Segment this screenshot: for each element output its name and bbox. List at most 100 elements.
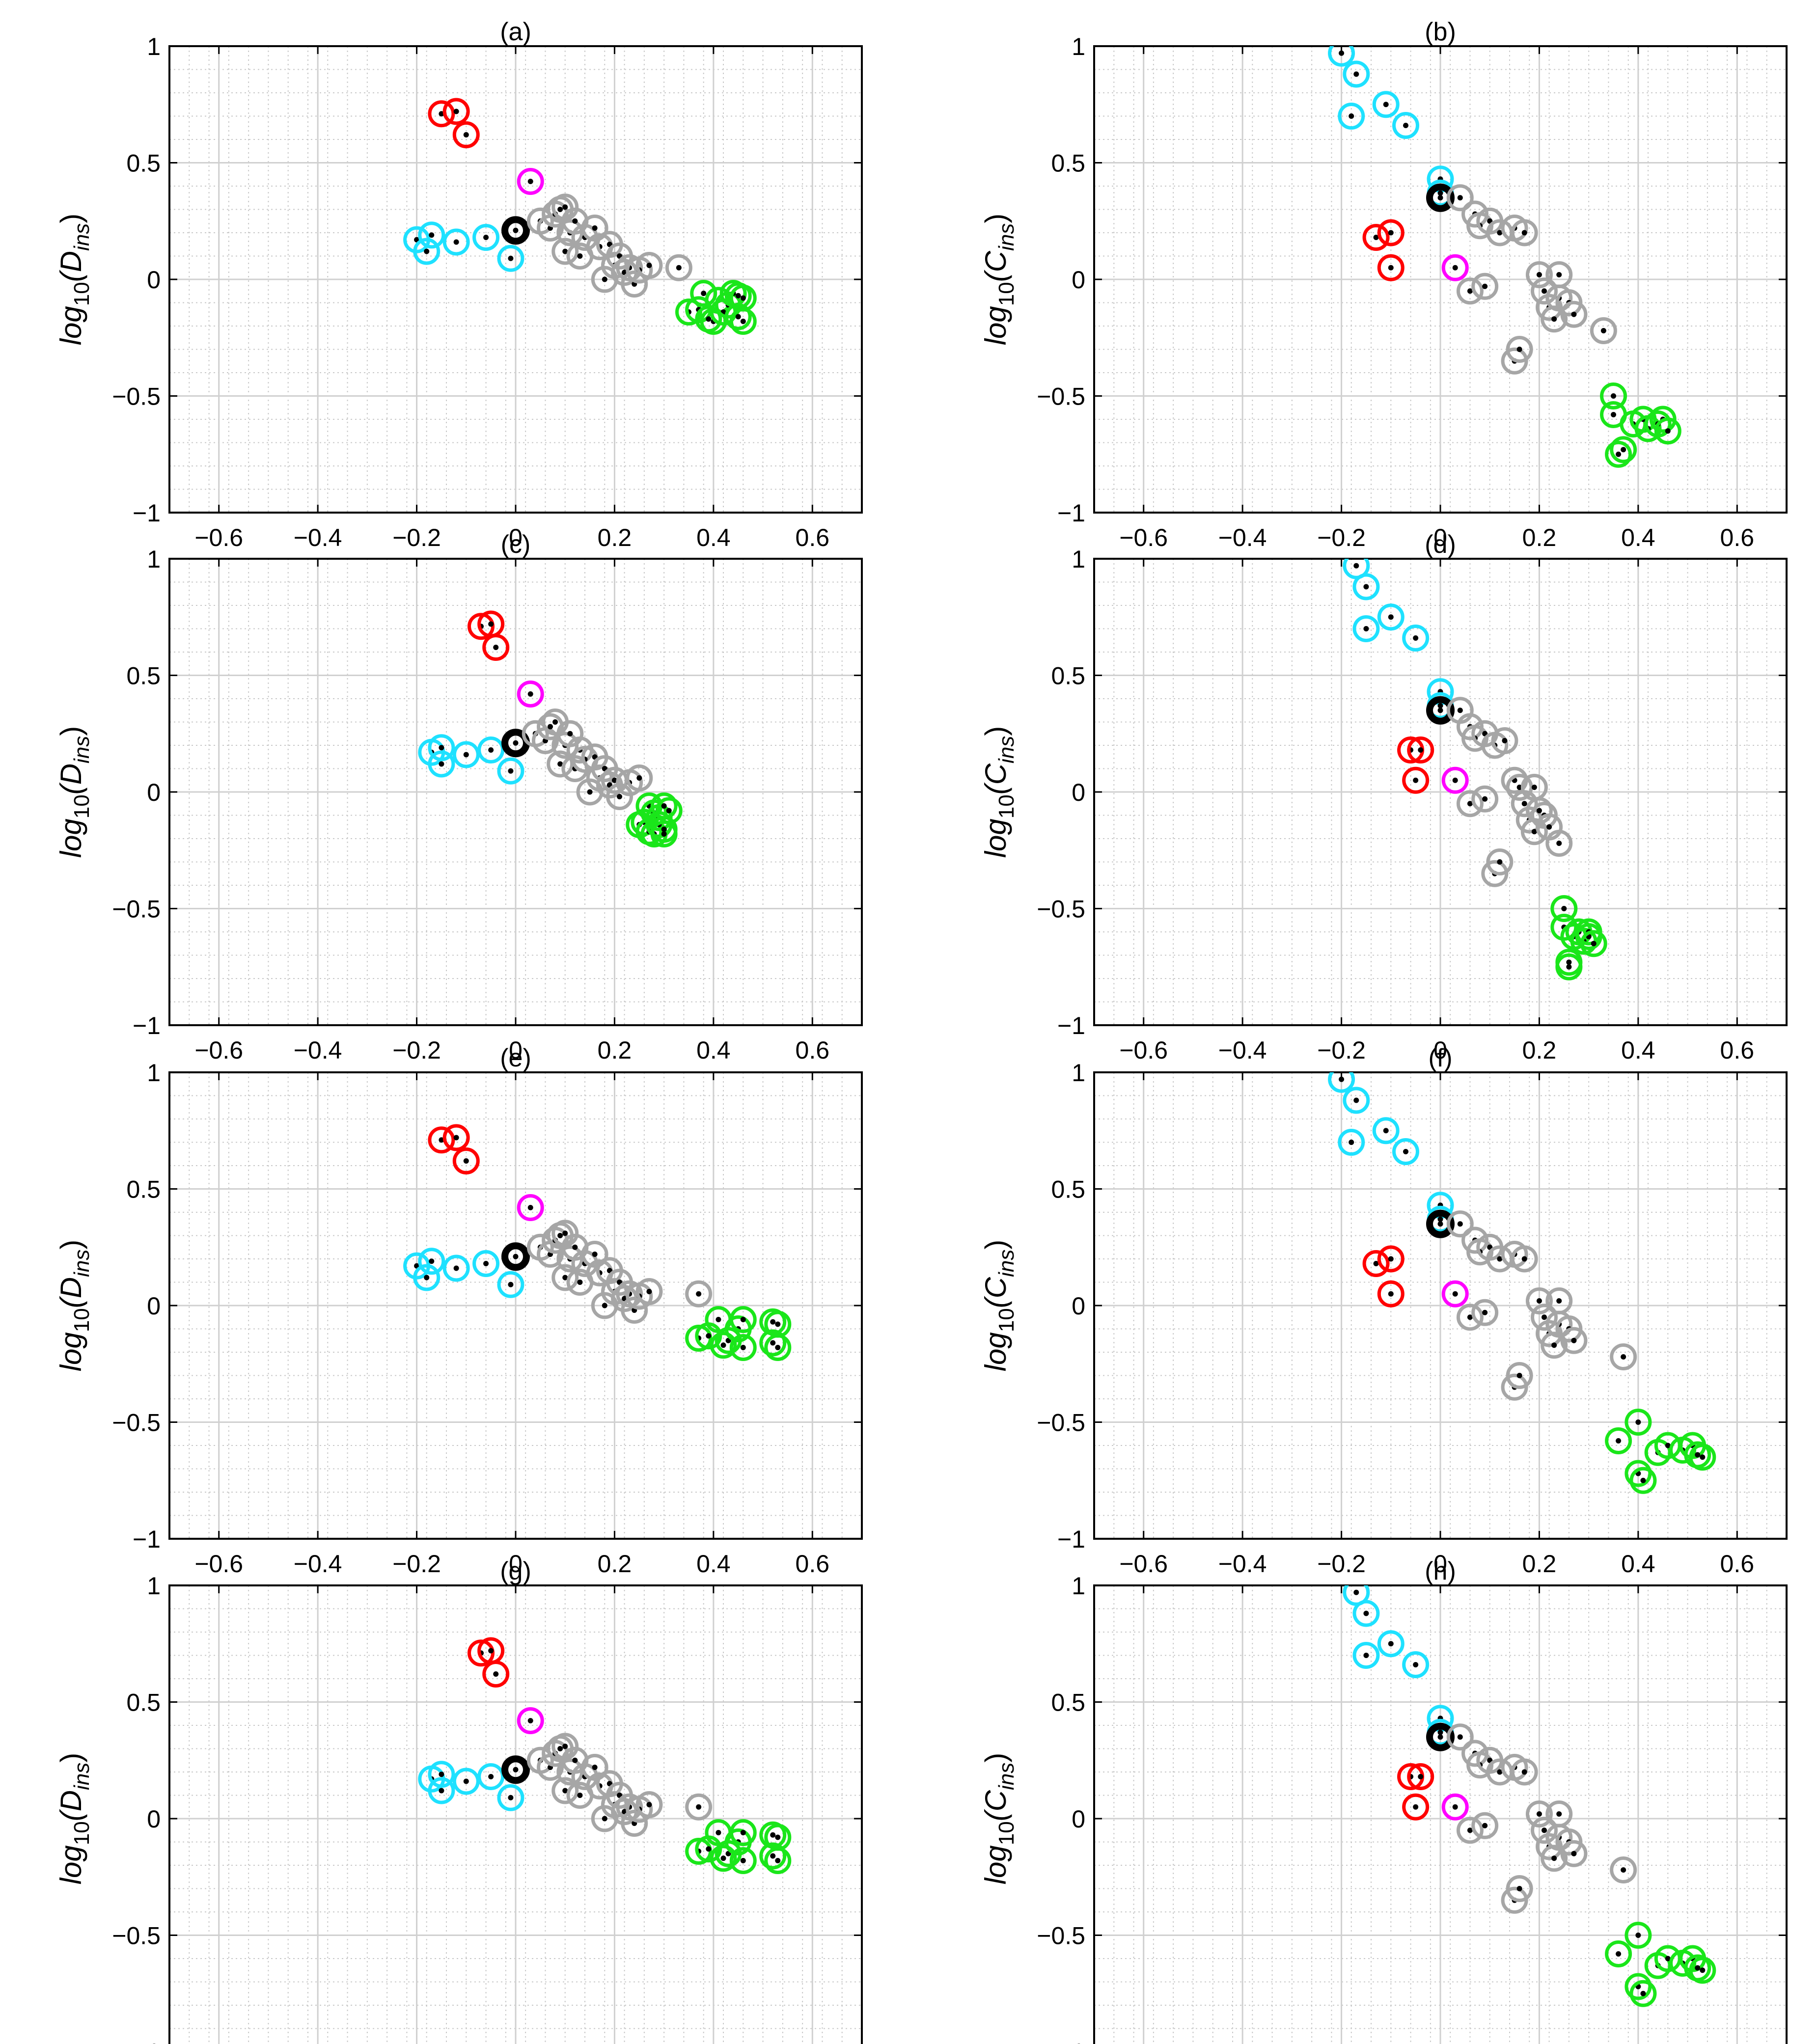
point-center-dot xyxy=(775,1858,781,1863)
y-tick-label: 0.5 xyxy=(1051,1176,1085,1203)
point-center-dot xyxy=(429,232,435,238)
point-center-dot xyxy=(716,1317,721,1322)
point-center-dot xyxy=(740,319,746,324)
point-gray xyxy=(1560,1840,1588,1867)
point-center-dot xyxy=(439,745,444,751)
y-tick-label: 0 xyxy=(147,266,161,294)
point-green xyxy=(690,280,717,307)
point-center-dot xyxy=(1556,1298,1562,1304)
point-green xyxy=(729,1847,757,1874)
point-center-dot xyxy=(439,1788,444,1794)
point-gray xyxy=(1560,1327,1588,1354)
point-green xyxy=(1689,1444,1716,1471)
x-tick-label: 0.4 xyxy=(696,524,731,551)
point-center-dot xyxy=(513,1767,519,1772)
point-cyan xyxy=(472,1250,500,1277)
point-center-dot xyxy=(701,291,707,296)
point-reference xyxy=(501,216,530,245)
point-center-dot xyxy=(1482,1823,1488,1828)
point-center-dot xyxy=(1571,1337,1577,1343)
x-tick-label: 0 xyxy=(509,1550,523,1578)
point-red xyxy=(1377,219,1405,246)
point-center-dot xyxy=(1339,1076,1345,1082)
y-tick-label: 0.5 xyxy=(126,662,161,690)
point-center-dot xyxy=(488,747,494,753)
point-red xyxy=(1402,766,1430,794)
point-center-dot xyxy=(1363,1653,1369,1658)
point-center-dot xyxy=(1482,1309,1488,1315)
point-gray xyxy=(556,1245,584,1273)
point-center-dot xyxy=(1353,563,1359,569)
point-center-dot xyxy=(557,207,563,212)
point-magenta xyxy=(517,1707,544,1734)
point-center-dot xyxy=(1640,1477,1646,1483)
point-reference xyxy=(1426,1209,1455,1238)
point-gray xyxy=(1471,273,1499,300)
x-tick-label: −0.2 xyxy=(1317,524,1366,551)
point-center-dot xyxy=(1516,1886,1522,1891)
point-magenta xyxy=(517,1194,544,1221)
y-tick-label: −0.5 xyxy=(112,1409,161,1437)
point-center-dot xyxy=(1695,1965,1701,1971)
x-tick-label: 0.2 xyxy=(598,1550,632,1578)
point-center-dot xyxy=(740,295,746,301)
point-center-dot xyxy=(666,808,672,814)
panel-title: (d) xyxy=(1425,530,1456,559)
point-green xyxy=(1550,895,1578,922)
point-center-dot xyxy=(1616,1438,1622,1444)
point-gray xyxy=(1531,802,1558,829)
panel-h: −0.6−0.4−0.200.20.40.610.50−0.5−1(h)log1… xyxy=(979,1557,1788,2044)
point-magenta xyxy=(1441,766,1469,794)
point-cyan xyxy=(1377,1630,1405,1658)
x-tick-label: 0.2 xyxy=(1522,524,1557,551)
point-center-dot xyxy=(577,1280,583,1285)
point-center-dot xyxy=(1536,272,1542,277)
point-center-dot xyxy=(1556,1811,1562,1817)
point-gray xyxy=(1555,1828,1583,1855)
x-tick-label: 0 xyxy=(1433,1550,1447,1578)
point-center-dot xyxy=(557,1746,563,1751)
point-gray xyxy=(581,1241,608,1268)
y-tick-label: 0.5 xyxy=(126,1689,161,1717)
point-gray xyxy=(665,254,692,281)
point-center-dot xyxy=(1388,265,1394,271)
point-center-dot xyxy=(1349,113,1354,119)
point-red xyxy=(482,634,510,661)
point-center-dot xyxy=(513,227,519,233)
point-red xyxy=(442,1124,470,1151)
point-cyan xyxy=(1352,615,1380,642)
point-gray xyxy=(551,1264,579,1291)
point-center-dot xyxy=(1457,708,1463,713)
point-red xyxy=(442,98,470,125)
point-reference xyxy=(1426,696,1455,725)
x-tick-label: 0.2 xyxy=(1522,1036,1557,1064)
y-axis-label: log10(Cins) xyxy=(979,1240,1019,1372)
point-gray xyxy=(1560,300,1588,328)
y-tick-label: 0 xyxy=(147,1805,161,1833)
point-center-dot xyxy=(1413,1804,1419,1810)
point-center-dot xyxy=(567,731,573,736)
x-tick-label: −0.6 xyxy=(1119,1036,1168,1064)
point-gray xyxy=(1446,1210,1474,1238)
point-center-dot xyxy=(636,775,642,781)
point-cyan xyxy=(1352,1600,1380,1627)
point-center-dot xyxy=(735,293,741,299)
point-gray xyxy=(1456,1304,1484,1331)
point-green xyxy=(1625,1409,1652,1436)
point-gray xyxy=(1506,1875,1533,1902)
point-center-dot xyxy=(1700,1967,1706,1973)
point-center-dot xyxy=(1349,1140,1354,1145)
point-gray xyxy=(1446,184,1474,212)
point-gray xyxy=(621,1810,648,1837)
point-center-dot xyxy=(1388,1641,1394,1647)
point-red xyxy=(428,100,455,128)
point-center-dot xyxy=(1452,265,1458,271)
point-gray xyxy=(547,750,574,778)
point-gray xyxy=(1506,774,1533,801)
point-red xyxy=(452,121,480,148)
point-gray xyxy=(616,254,643,281)
y-label-sub: ins xyxy=(70,223,94,251)
point-center-dot xyxy=(453,1135,459,1141)
y-label-close: ) xyxy=(979,1753,1012,1763)
y-label-sub: 10 xyxy=(70,794,94,818)
